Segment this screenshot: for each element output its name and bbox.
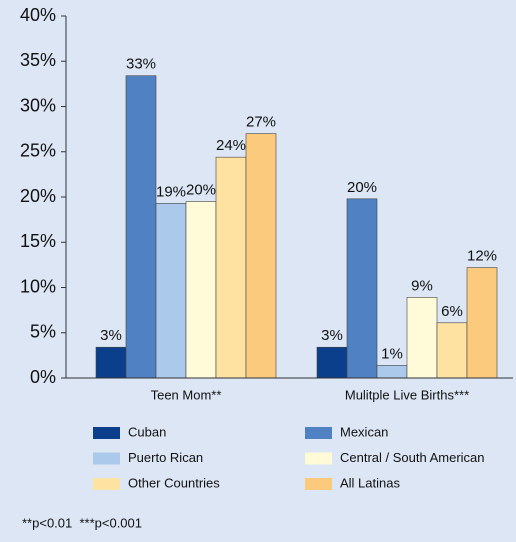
legend-swatch bbox=[93, 452, 120, 465]
y-tick-label: 5% bbox=[30, 322, 56, 342]
footnote: **p<0.01 ***p<0.001 bbox=[22, 515, 142, 530]
y-tick-label: 10% bbox=[20, 276, 56, 296]
legend-label: Central / South American bbox=[340, 450, 485, 465]
bar bbox=[245, 133, 277, 379]
bar bbox=[346, 198, 378, 379]
y-tick-label: 20% bbox=[20, 186, 56, 206]
bar bbox=[185, 201, 217, 379]
value-label: 24% bbox=[216, 137, 246, 154]
value-label: 1% bbox=[381, 345, 403, 362]
value-label: 33% bbox=[126, 56, 156, 73]
bar bbox=[316, 346, 348, 379]
legend-swatch bbox=[305, 478, 332, 490]
value-label: 3% bbox=[321, 327, 343, 344]
value-label: 9% bbox=[411, 277, 433, 294]
value-label: 20% bbox=[186, 181, 216, 198]
legend-swatch bbox=[305, 427, 332, 439]
y-tick-label: 35% bbox=[20, 50, 56, 70]
y-tick-label: 30% bbox=[20, 95, 56, 115]
x-tick-label: Mulitple Live Births*** bbox=[345, 387, 469, 402]
legend-swatch bbox=[93, 478, 120, 490]
bar bbox=[125, 75, 157, 379]
y-tick-label: 0% bbox=[30, 367, 56, 387]
bar bbox=[436, 322, 468, 379]
y-tick-label: 15% bbox=[20, 231, 56, 251]
legend-label: Puerto Rican bbox=[128, 450, 203, 465]
value-label: 3% bbox=[100, 327, 122, 344]
bar bbox=[376, 365, 408, 379]
legend-label: Mexican bbox=[340, 424, 388, 439]
value-label: 19% bbox=[156, 183, 186, 200]
value-label: 27% bbox=[246, 114, 276, 131]
legend-label: All Latinas bbox=[340, 475, 400, 490]
bar bbox=[406, 297, 438, 379]
bar bbox=[466, 267, 498, 379]
legend-label: Other Countries bbox=[128, 475, 220, 490]
legend-swatch bbox=[93, 427, 120, 439]
y-tick-label: 40% bbox=[20, 5, 56, 25]
bar bbox=[155, 203, 187, 379]
legend-swatch bbox=[305, 452, 332, 465]
value-label: 20% bbox=[347, 179, 377, 196]
x-tick-label: Teen Mom** bbox=[151, 387, 222, 402]
bar bbox=[215, 156, 247, 379]
value-label: 6% bbox=[441, 303, 463, 320]
value-label: 12% bbox=[467, 248, 497, 265]
bar bbox=[95, 346, 127, 379]
legend-label: Cuban bbox=[128, 424, 166, 439]
y-tick-label: 25% bbox=[20, 141, 56, 161]
